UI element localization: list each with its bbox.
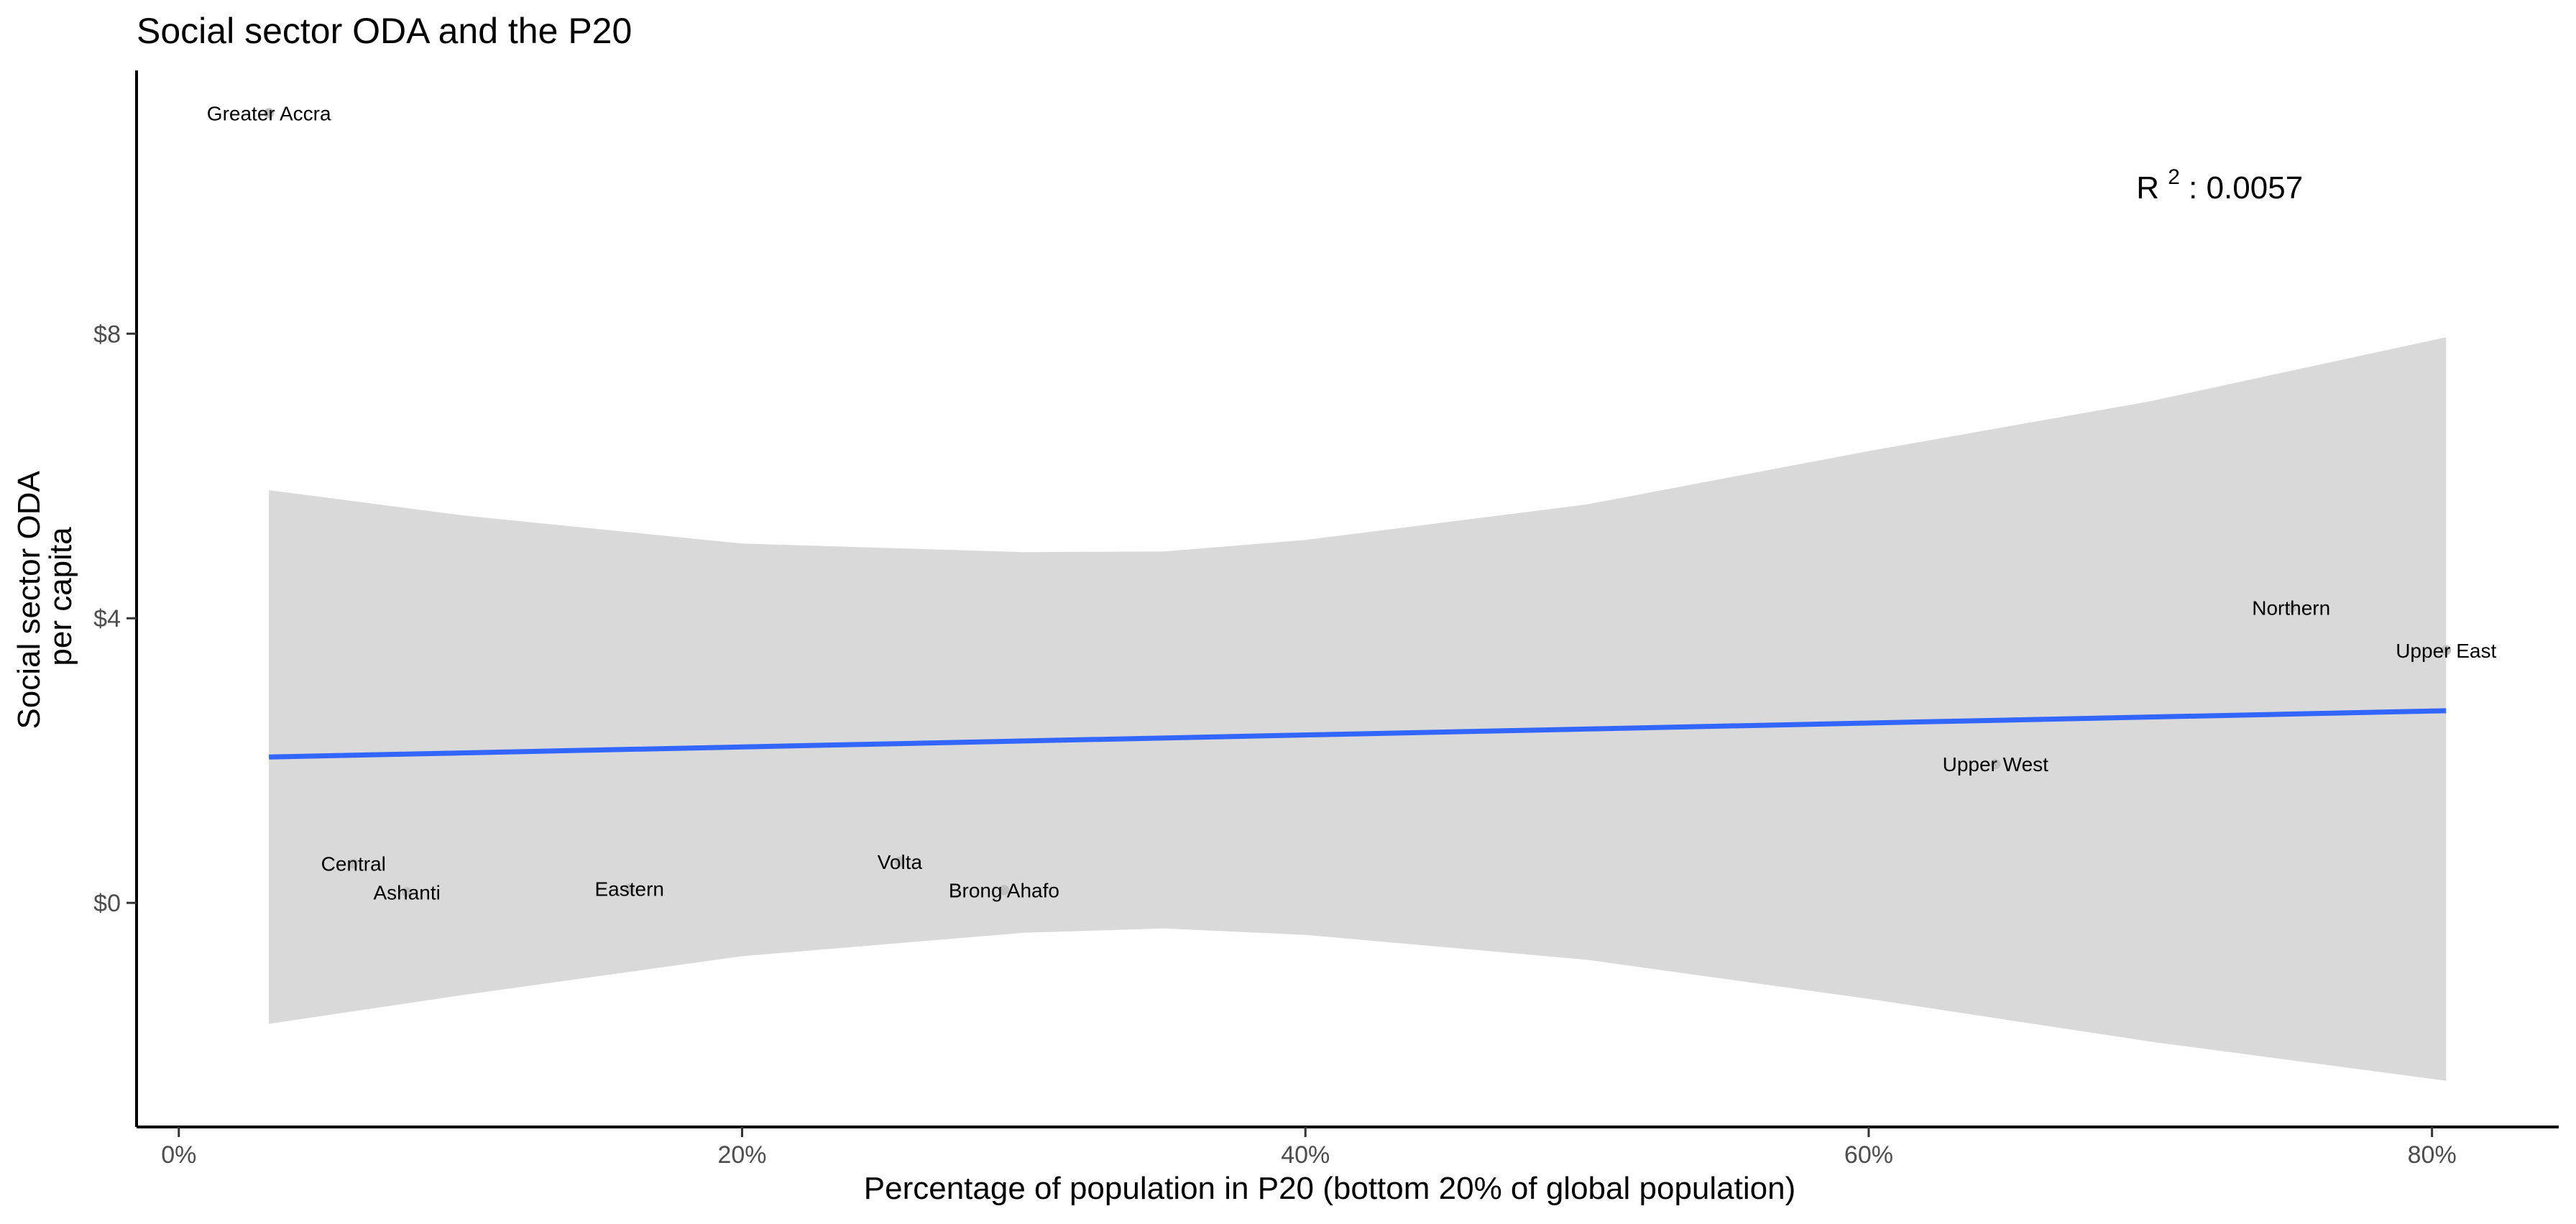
data-point-central: [348, 858, 359, 869]
data-label-central: Central: [321, 853, 386, 875]
y-tick-label: $4: [93, 605, 121, 632]
data-point-volta: [894, 856, 905, 867]
data-label-brong-ahafo: Brong Ahafo: [949, 879, 1059, 901]
data-point-brong-ahafo: [998, 885, 1009, 896]
x-ticks: 0% 20% 40% 60% 80%: [161, 1127, 2457, 1169]
data-label-volta: Volta: [878, 851, 923, 873]
regression-line: [269, 708, 2447, 760]
data-label-greater-accra: Greater Accra: [207, 102, 331, 124]
point-labels-layer: Greater Accra Central Ashanti Eastern Volta B…: [207, 102, 2497, 903]
chart-title: Social sector ODA and the P20: [137, 11, 632, 51]
r-squared-base: R: [2136, 170, 2159, 206]
y-tick-label: $0: [93, 890, 121, 917]
regression-line-layer: [269, 708, 2447, 760]
data-label-upper-east: Upper East: [2396, 640, 2496, 662]
data-label-northern: Northern: [2252, 597, 2330, 619]
r-squared-value: : 0.0057: [2189, 170, 2303, 206]
y-tick-label: $8: [93, 321, 121, 348]
data-point-upper-east: [2441, 645, 2452, 655]
data-label-ashanti: Ashanti: [373, 881, 440, 903]
points-layer: [264, 108, 2452, 898]
data-point-greater-accra: [264, 108, 275, 119]
data-label-upper-west: Upper West: [1943, 753, 2049, 776]
x-tick-label: 0%: [161, 1141, 196, 1169]
data-label-eastern: Eastern: [595, 878, 665, 900]
x-tick-label: 60%: [1844, 1141, 1893, 1169]
x-tick-label: 20%: [717, 1141, 766, 1169]
x-tick-label: 40%: [1281, 1141, 1330, 1169]
confidence-band-layer: [269, 337, 2447, 1081]
r-squared-annotation: R 2 : 0.0057: [2136, 156, 2303, 206]
x-tick-label: 80%: [2408, 1141, 2457, 1169]
data-point-northern: [2286, 602, 2296, 613]
r-squared-superscript: 2: [2168, 165, 2180, 189]
data-point-upper-west: [1990, 759, 2001, 770]
data-point-eastern: [624, 883, 635, 894]
x-axis-label: Percentage of population in P20 (bottom …: [864, 1171, 1795, 1206]
data-point-ashanti: [402, 887, 413, 898]
y-axis-label-line-1: Social sector ODA: [12, 471, 47, 730]
y-axis-label: Social sector ODA per capita: [12, 464, 78, 729]
confidence-band: [269, 337, 2447, 1081]
y-ticks: $0 $4 $8: [93, 321, 137, 917]
y-axis-label-line-2: per capita: [43, 527, 78, 666]
